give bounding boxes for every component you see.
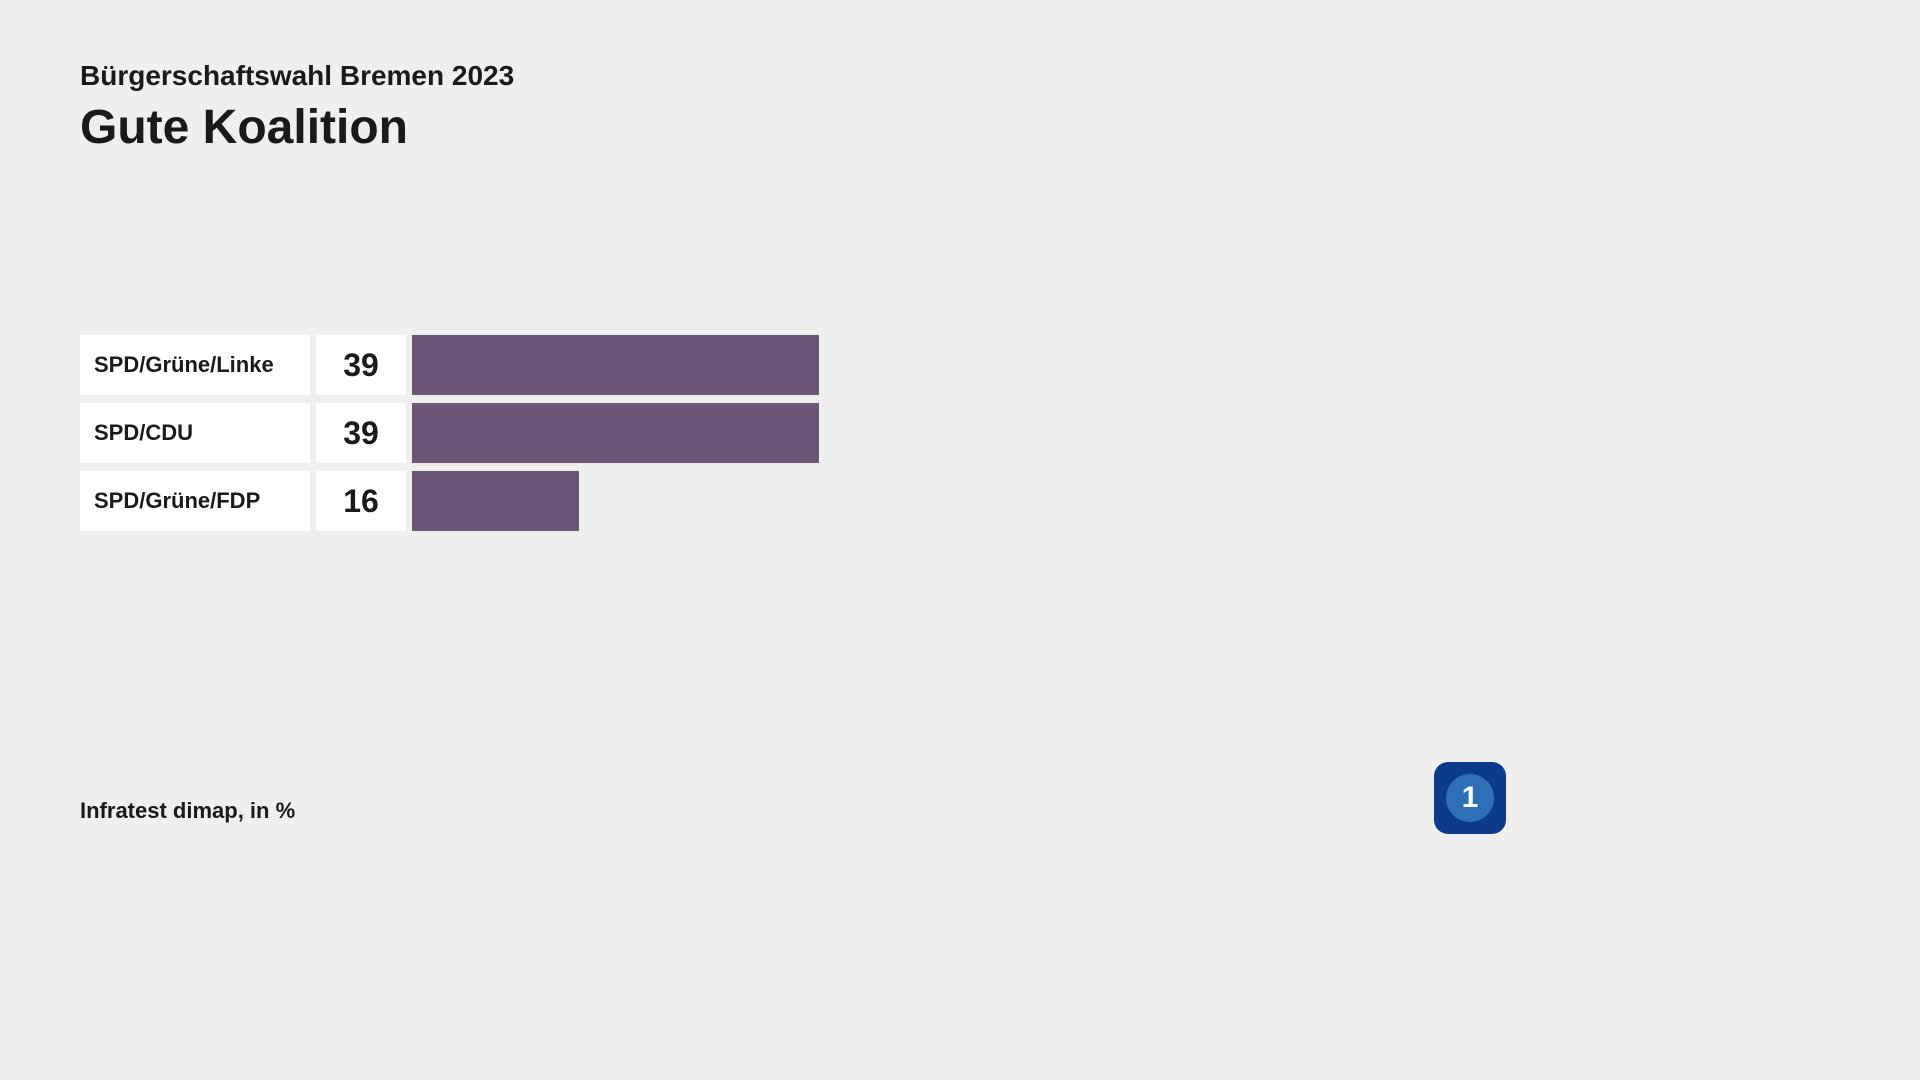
bar-row: SPD/CDU 39 <box>80 403 1456 463</box>
bar-value: 39 <box>316 335 406 395</box>
bar-track <box>412 403 1456 463</box>
bar-track <box>412 335 1456 395</box>
bar-value: 39 <box>316 403 406 463</box>
bar-label: SPD/Grüne/FDP <box>80 471 310 531</box>
bar-fill <box>412 471 579 531</box>
bar-track <box>412 471 1456 531</box>
logo-globe-icon: 1 <box>1446 774 1494 822</box>
bar-chart: SPD/Grüne/Linke 39 SPD/CDU 39 SPD/Grüne/… <box>80 335 1456 531</box>
bar-value: 16 <box>316 471 406 531</box>
bar-row: SPD/Grüne/Linke 39 <box>80 335 1456 395</box>
bar-label: SPD/Grüne/Linke <box>80 335 310 395</box>
bar-fill <box>412 335 819 395</box>
bar-fill <box>412 403 819 463</box>
logo-text: 1 <box>1462 781 1479 815</box>
source-label: Infratest dimap, in % <box>80 798 295 824</box>
broadcaster-logo: 1 <box>1434 762 1506 834</box>
bar-row: SPD/Grüne/FDP 16 <box>80 471 1456 531</box>
chart-subtitle: Bürgerschaftswahl Bremen 2023 <box>80 60 1456 92</box>
chart-container: Bürgerschaftswahl Bremen 2023 Gute Koali… <box>0 0 1536 864</box>
chart-title: Gute Koalition <box>80 100 1456 155</box>
bar-label: SPD/CDU <box>80 403 310 463</box>
